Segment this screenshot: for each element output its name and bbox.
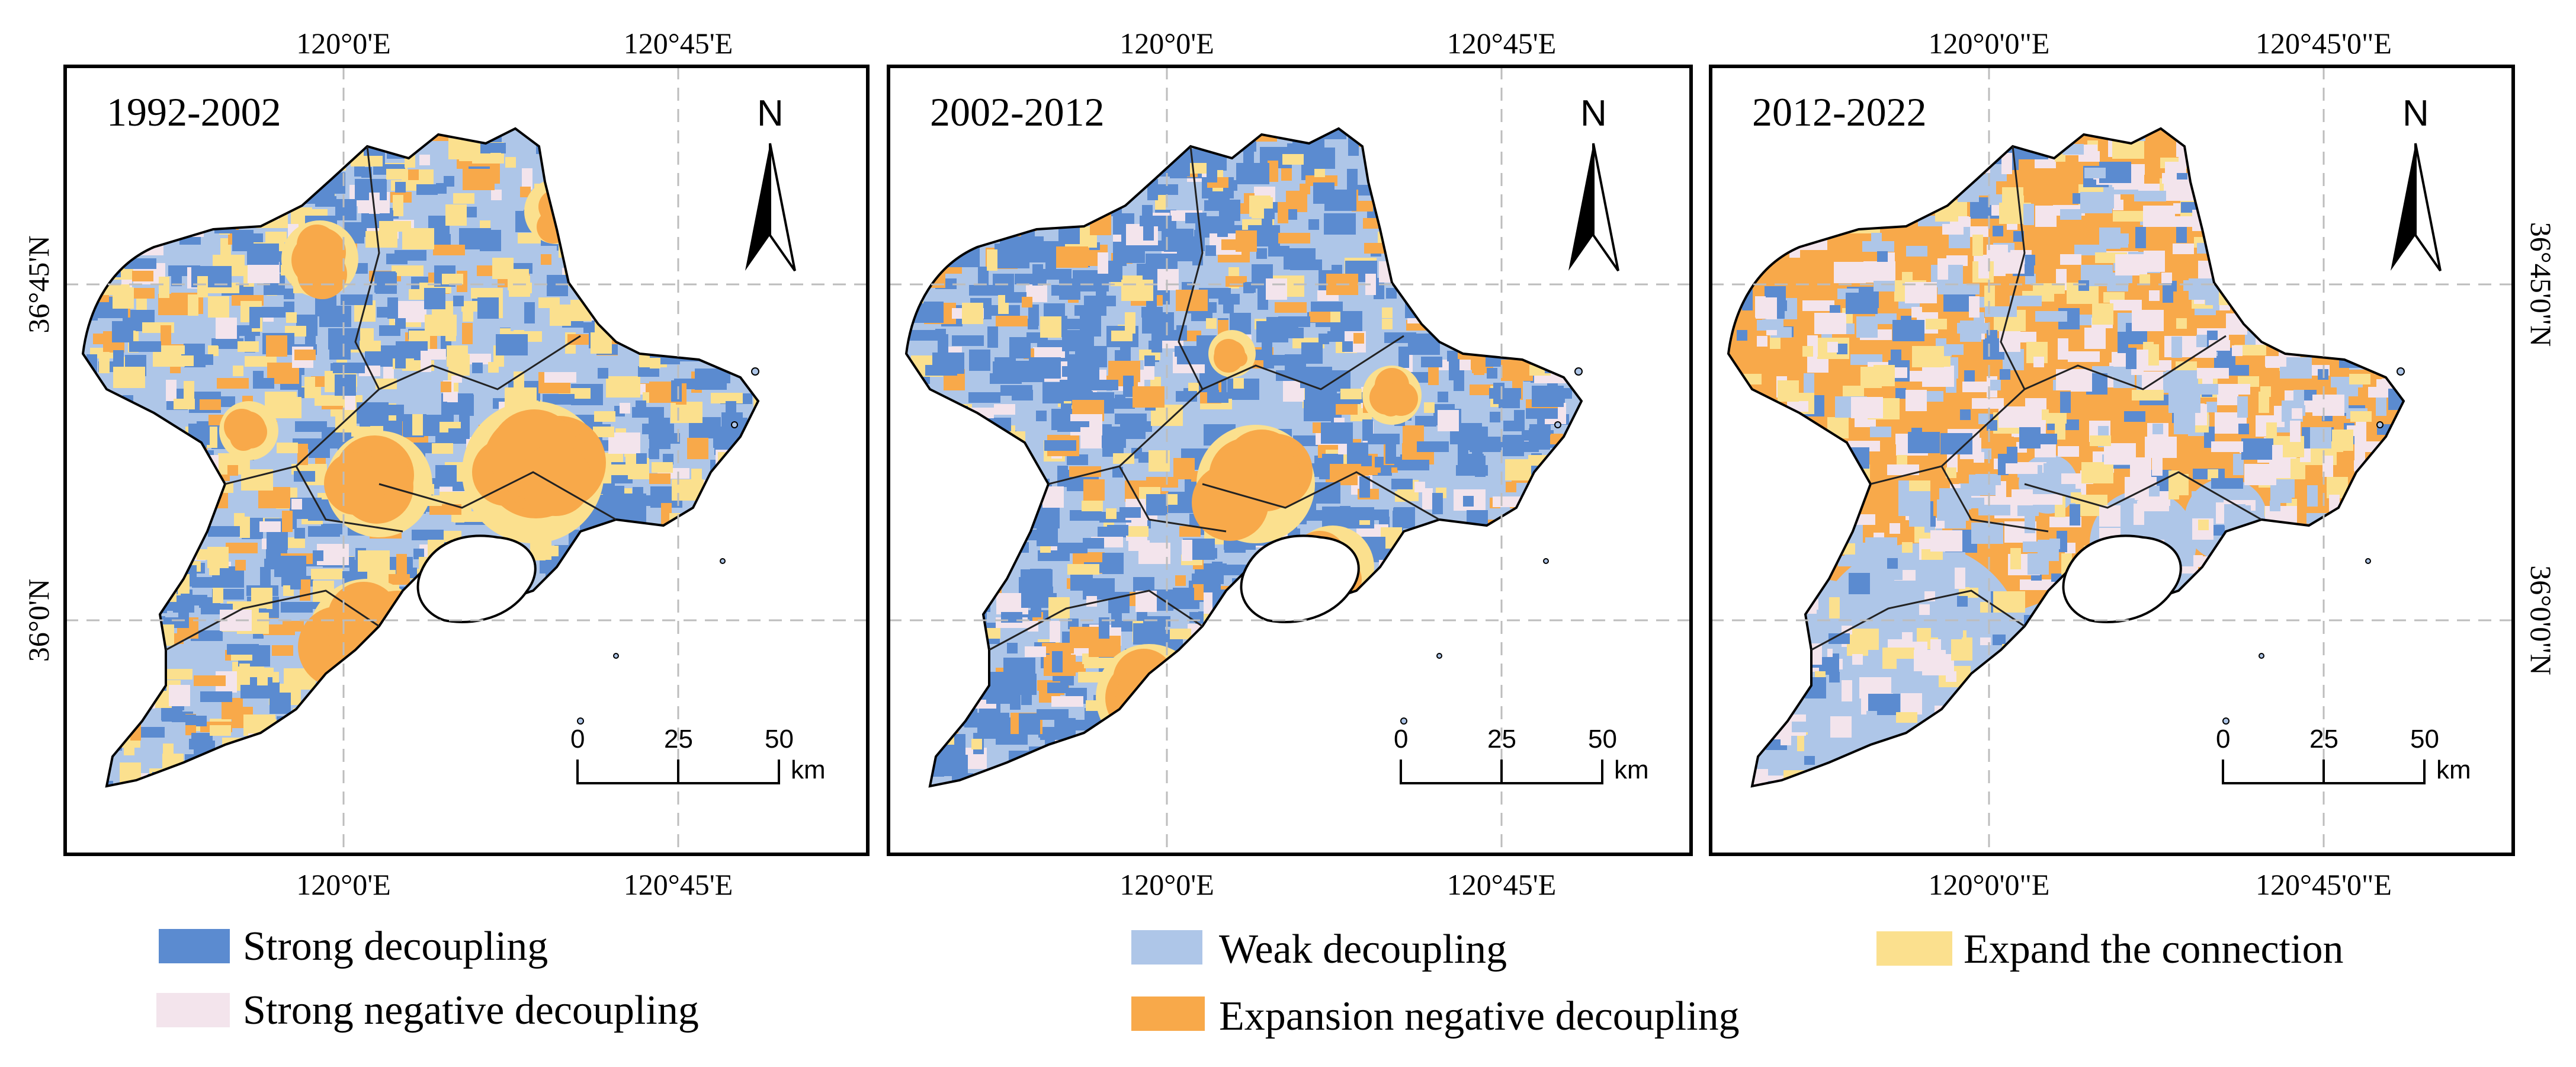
north-arrow-left-half: [745, 143, 770, 271]
north-arrow-right-half: [2414, 143, 2442, 272]
map-frame: [63, 65, 870, 856]
scale-tick-label: 0: [2216, 725, 2230, 754]
island: [1543, 558, 1549, 564]
longitude-label-top: 120°45'0"E: [2256, 27, 2392, 60]
island: [613, 653, 619, 659]
north-arrow-right-half: [769, 143, 796, 272]
longitude-label-top: 120°45'E: [624, 27, 733, 60]
map-frame: [887, 65, 1693, 856]
period-label: 1992-2002: [107, 89, 281, 134]
island: [2222, 717, 2229, 725]
legend-label-strong-decoupling: Strong decoupling: [243, 924, 548, 969]
longitude-label-top: 120°0'0"E: [1929, 27, 2050, 60]
scale-unit: km: [1614, 755, 1649, 784]
county-boundary: [165, 466, 403, 651]
scale-unit: km: [2436, 755, 2471, 784]
legend-item-strong-negative-decoupling: Strong negative decoupling: [156, 988, 699, 1033]
legend-label-weak-decoupling: Weak decoupling: [1219, 927, 1507, 972]
longitude-label-bottom: 120°45'E: [624, 868, 733, 901]
north-label: N: [1580, 93, 1607, 134]
legend: Strong decoupling Weak decoupling Expand…: [156, 924, 2343, 1039]
longitude-label-bottom: 120°45'0"E: [2256, 868, 2392, 901]
north-arrow: N: [2391, 93, 2442, 272]
island: [731, 421, 738, 428]
island: [2259, 653, 2264, 659]
island: [751, 367, 759, 376]
longitude-label-top: 120°0'E: [296, 27, 391, 60]
latitude-label-left: 36°45'N: [22, 235, 55, 333]
map-frame: [1709, 65, 2515, 856]
north-arrow: N: [745, 93, 796, 272]
longitude-label-bottom: 120°0'E: [1119, 868, 1214, 901]
island: [1554, 421, 1561, 428]
legend-item-strong-decoupling: Strong decoupling: [159, 924, 548, 969]
legend-item-expansion-negative-decoupling: Expansion negative decoupling: [1131, 994, 1740, 1039]
legend-swatch-strong-negative-decoupling: [156, 993, 230, 1027]
island: [1574, 367, 1583, 376]
island: [2365, 558, 2371, 564]
period-label: 2002-2012: [930, 89, 1105, 134]
island: [2397, 367, 2405, 376]
island: [1436, 653, 1442, 659]
period-label: 2012-2022: [1752, 89, 1927, 134]
latitude-label-left: 36°0'N: [22, 579, 55, 662]
north-arrow-right-half: [1592, 143, 1619, 272]
island: [2376, 421, 2383, 428]
island: [577, 717, 584, 725]
island: [1400, 717, 1407, 725]
north-label: N: [757, 93, 784, 134]
legend-item-weak-decoupling: Weak decoupling: [1131, 927, 1507, 972]
county-boundary: [989, 466, 1227, 651]
latitude-label-right: 36°45'0"N: [2524, 222, 2558, 347]
legend-swatch-strong-decoupling: [159, 929, 230, 963]
north-arrow-left-half: [2391, 143, 2415, 271]
county-boundary: [1811, 466, 2049, 651]
scale-unit: km: [791, 755, 826, 784]
scale-tick-label: 50: [2410, 725, 2439, 754]
scale-tick-label: 25: [1487, 725, 1516, 754]
scale-tick-label: 50: [765, 725, 794, 754]
north-label: N: [2402, 93, 2429, 134]
north-arrow: N: [1568, 93, 1619, 272]
legend-label-strong-negative-decoupling: Strong negative decoupling: [243, 988, 699, 1033]
scale-tick-label: 0: [1394, 725, 1408, 754]
scale-tick-label: 25: [2309, 725, 2338, 754]
legend-swatch-expansion-negative-decoupling: [1131, 996, 1205, 1031]
longitude-label-bottom: 120°0'E: [296, 868, 391, 901]
scale-tick-label: 0: [570, 725, 585, 754]
legend-label-expansion-negative-decoupling: Expansion negative decoupling: [1219, 994, 1740, 1039]
legend-swatch-expand-connection: [1876, 931, 1952, 966]
north-arrow-left-half: [1568, 143, 1593, 271]
scale-tick-label: 50: [1588, 725, 1617, 754]
legend-swatch-weak-decoupling: [1131, 930, 1202, 965]
longitude-label-bottom: 120°0'0"E: [1929, 868, 2050, 901]
longitude-label-top: 120°0'E: [1119, 27, 1214, 60]
island: [720, 558, 726, 564]
longitude-label-top: 120°45'E: [1447, 27, 1557, 60]
legend-label-expand-connection: Expand the connection: [1964, 927, 2343, 972]
legend-item-expand-connection: Expand the connection: [1876, 927, 2343, 972]
scale-tick-label: 25: [664, 725, 693, 754]
latitude-label-right: 36°0'0"N: [2524, 565, 2558, 675]
longitude-label-bottom: 120°45'E: [1447, 868, 1557, 901]
